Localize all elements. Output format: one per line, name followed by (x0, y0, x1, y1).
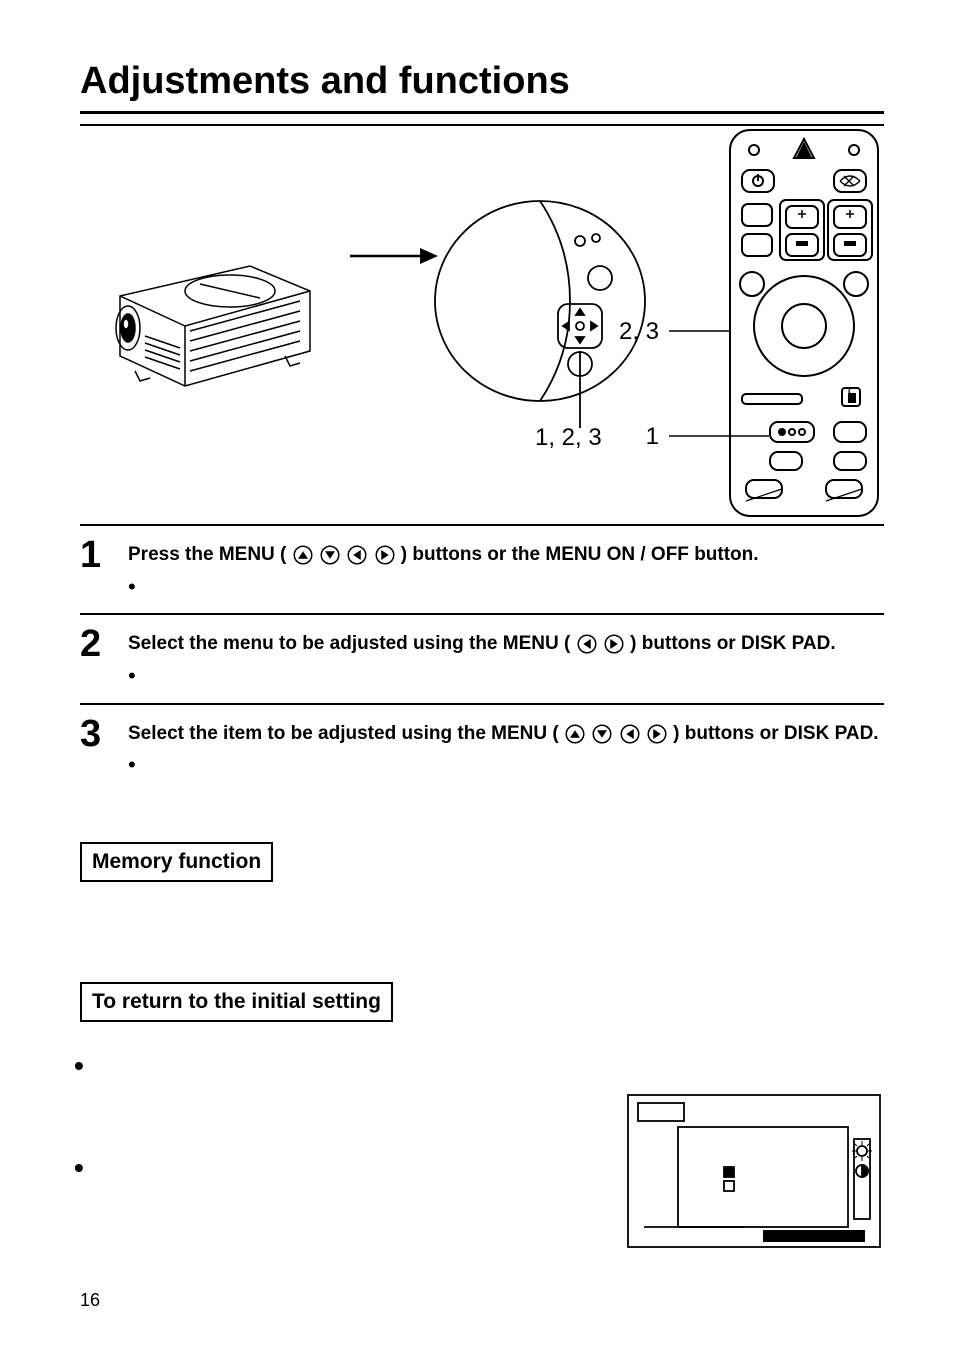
callout-diskpad: 2, 3 (619, 318, 659, 346)
step-number: 2 (80, 625, 110, 690)
right-icon (603, 633, 625, 654)
screen-preview-illustration (624, 1091, 884, 1251)
memory-function-box: Memory function (80, 842, 273, 882)
step-number: 1 (80, 536, 110, 601)
up-icon (564, 723, 586, 744)
step-text: Press the MENU ( ) buttons or the MENU O… (128, 536, 884, 601)
arrow-right-icon (350, 241, 440, 271)
step-number: 3 (80, 715, 110, 780)
down-icon (591, 723, 613, 744)
step-text: Select the menu to be adjusted using the… (128, 625, 884, 690)
right-icon (374, 544, 396, 565)
bullet-1: • (74, 1050, 884, 1082)
up-icon (292, 544, 314, 565)
step-2: 2 Select the menu to be adjusted using th… (80, 613, 884, 702)
projector-illustration (90, 236, 330, 396)
right-icon (646, 723, 668, 744)
step-1: 1 Press the MENU ( ) buttons or the MENU … (80, 524, 884, 613)
step-text: Select the item to be adjusted using the… (128, 715, 884, 780)
initial-setting-box: To return to the initial setting (80, 982, 393, 1022)
figure-area: 1, 2, 3 (80, 124, 884, 524)
remote-leaders (624, 126, 884, 521)
step-3: 3 Select the item to be adjusted using th… (80, 703, 884, 792)
page-title: Adjustments and functions (80, 60, 884, 114)
page-number: 16 (80, 1290, 100, 1311)
callout-control-pad: 1, 2, 3 (535, 424, 602, 452)
left-icon (619, 723, 641, 744)
left-icon (346, 544, 368, 565)
left-icon (576, 633, 598, 654)
callout-menu-button: 1 (646, 423, 659, 451)
down-icon (319, 544, 341, 565)
